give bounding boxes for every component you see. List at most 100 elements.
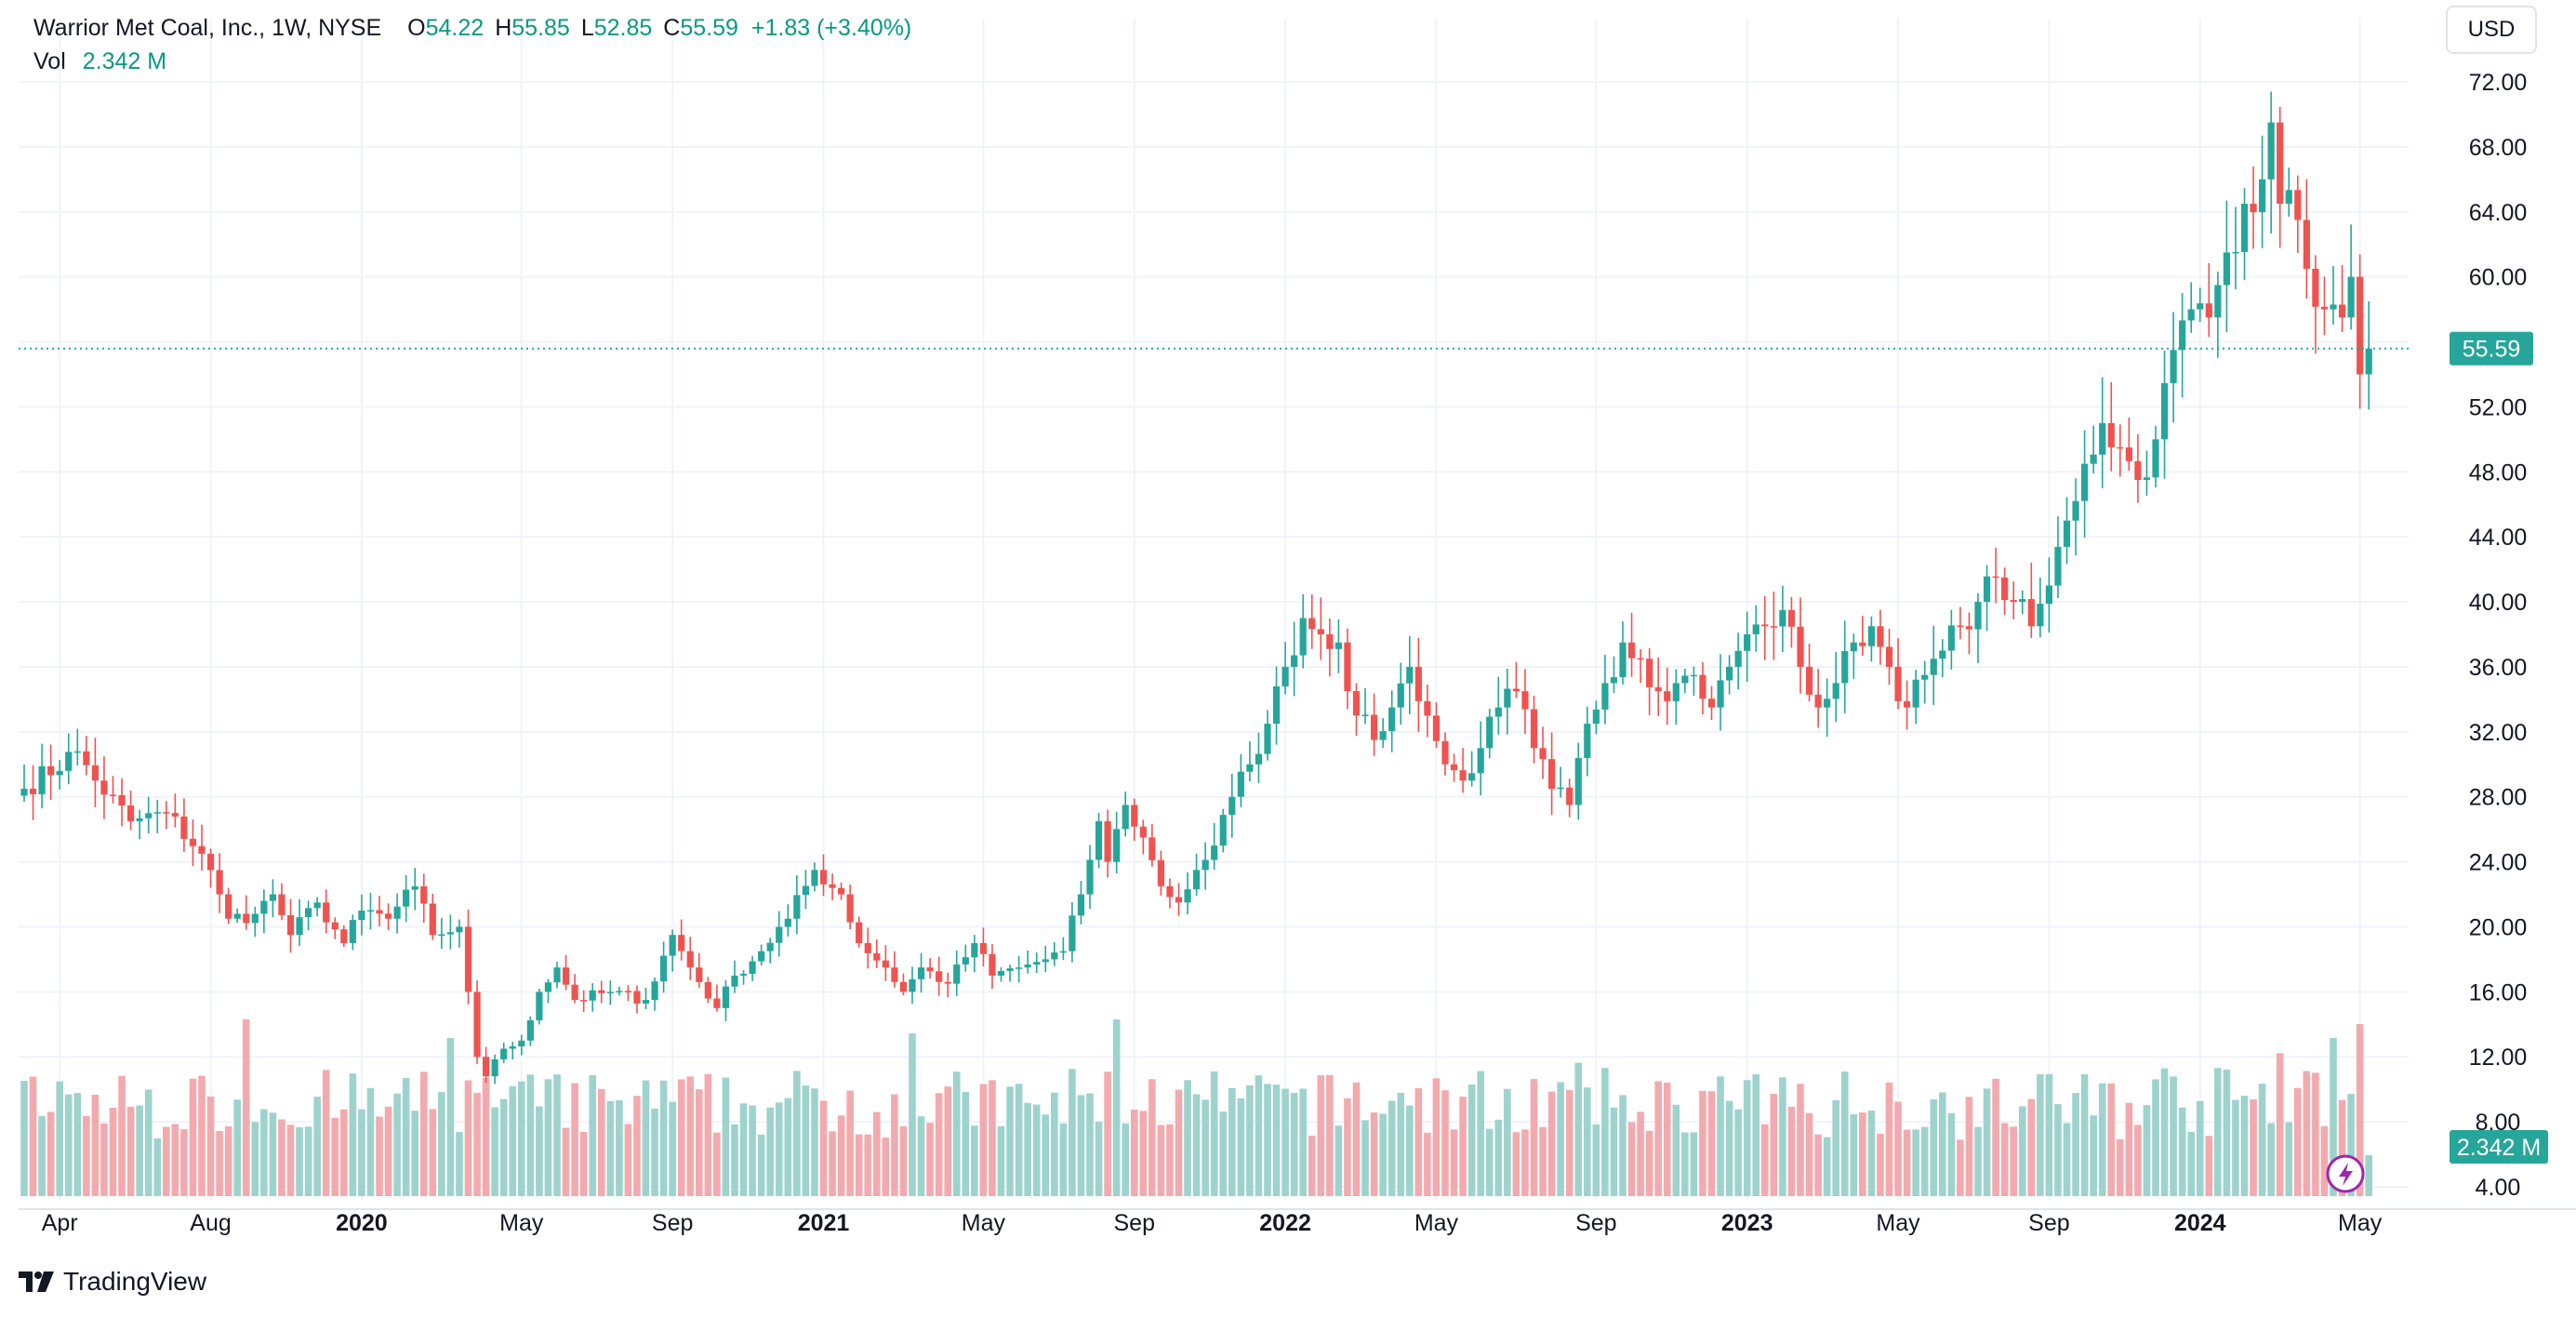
candle-body bbox=[2330, 304, 2337, 310]
candle-body bbox=[2205, 303, 2212, 318]
volume-bar bbox=[1352, 1082, 1361, 1196]
volume-bar bbox=[1485, 1128, 1494, 1196]
volume-bar bbox=[2267, 1123, 2275, 1196]
time-tick-label: Sep bbox=[2028, 1210, 2069, 1236]
volume-label[interactable]: Vol bbox=[33, 48, 66, 74]
volume-bar bbox=[1930, 1098, 1938, 1196]
volume-bar bbox=[1805, 1112, 1813, 1196]
candle-body bbox=[118, 794, 126, 805]
candle-body bbox=[1805, 666, 1813, 695]
volume-bar bbox=[286, 1125, 295, 1196]
candle-body bbox=[962, 957, 969, 965]
volume-bar bbox=[2294, 1087, 2302, 1196]
volume-bar bbox=[1814, 1134, 1822, 1196]
candle-body bbox=[198, 845, 206, 854]
volume-bar bbox=[2196, 1100, 2204, 1196]
volume-bar bbox=[837, 1115, 845, 1196]
candle-body bbox=[1059, 951, 1067, 953]
candle-body bbox=[971, 942, 978, 958]
candle-body bbox=[1255, 753, 1263, 765]
volume-bar bbox=[979, 1084, 988, 1196]
volume-bar bbox=[1584, 1087, 1591, 1196]
volume-bar bbox=[1743, 1080, 1751, 1196]
volume-bar bbox=[597, 1088, 605, 1196]
tradingview-logo[interactable]: TradingView bbox=[19, 1263, 206, 1300]
volume-bar bbox=[411, 1111, 418, 1196]
candle-body bbox=[313, 902, 321, 909]
volume-bar bbox=[1601, 1068, 1609, 1196]
candle-body bbox=[1734, 650, 1742, 667]
volume-bar bbox=[1166, 1124, 1174, 1196]
candle-body bbox=[2294, 190, 2302, 220]
volume-bar bbox=[1246, 1085, 1254, 1196]
volume-bar bbox=[46, 1112, 55, 1196]
candle-body bbox=[1432, 715, 1441, 741]
currency-button[interactable]: USD bbox=[2446, 6, 2537, 54]
candle-body bbox=[1069, 915, 1076, 952]
time-tick-label: 2022 bbox=[1259, 1210, 1311, 1236]
volume-bar bbox=[1867, 1111, 1876, 1196]
volume-bar bbox=[73, 1093, 82, 1196]
volume-bar bbox=[686, 1076, 695, 1196]
candle-body bbox=[891, 967, 898, 982]
candle-body bbox=[1992, 576, 1999, 579]
volume-bar bbox=[109, 1108, 117, 1196]
candle-body bbox=[2347, 276, 2355, 318]
volume-bar bbox=[126, 1106, 135, 1196]
volume-bar bbox=[1840, 1071, 1849, 1196]
volume-bar bbox=[376, 1116, 383, 1196]
volume-bar bbox=[438, 1092, 445, 1196]
candle-body bbox=[1566, 787, 1573, 805]
volume-bar bbox=[713, 1132, 721, 1196]
candle-body bbox=[1787, 609, 1796, 627]
candle-body bbox=[2223, 252, 2230, 286]
price-tick-label: 60.00 bbox=[2469, 265, 2528, 291]
volume-bar bbox=[997, 1125, 1005, 1196]
candle-body bbox=[758, 951, 765, 962]
volume-bar bbox=[1797, 1084, 1804, 1196]
time-tick-label: 2021 bbox=[798, 1210, 850, 1236]
candle-body bbox=[216, 870, 223, 895]
candle-body bbox=[997, 970, 1005, 976]
volume-bar bbox=[491, 1107, 498, 1196]
candle-body bbox=[1521, 691, 1529, 710]
volume-bar bbox=[1388, 1100, 1396, 1196]
volume-bar bbox=[1939, 1092, 1946, 1196]
price-axis[interactable]: 72.0068.0064.0060.0056.0052.0048.0044.00… bbox=[2469, 70, 2528, 1201]
volume-bar bbox=[1690, 1132, 1698, 1196]
volume-bar bbox=[1467, 1084, 1476, 1196]
candle-body bbox=[784, 918, 791, 927]
volume-bar bbox=[2338, 1099, 2346, 1196]
candle-body bbox=[926, 967, 934, 972]
candle-body bbox=[1707, 699, 1716, 708]
volume-bar bbox=[163, 1126, 170, 1196]
volume-bar bbox=[1406, 1105, 1414, 1196]
volume-value: 2.342 M bbox=[82, 48, 167, 74]
volume-bar bbox=[313, 1097, 321, 1196]
volume-bar bbox=[1512, 1132, 1520, 1196]
candle-body bbox=[1664, 691, 1671, 701]
candle-body bbox=[340, 929, 348, 943]
symbol-title[interactable]: Warrior Met Coal, Inc., 1W, NYSE bbox=[33, 15, 382, 41]
volume-bar bbox=[180, 1128, 188, 1196]
price-tick-label: 68.00 bbox=[2469, 135, 2528, 161]
candle-body bbox=[171, 813, 179, 817]
volume-bar bbox=[2312, 1072, 2319, 1196]
volume-bar bbox=[1974, 1126, 1982, 1196]
change-value: +1.83 (+3.40%) bbox=[750, 15, 912, 41]
time-axis[interactable]: Apr Aug 2020 May Sep 2021 May Sep 2022 May Sep 2023… bbox=[42, 1210, 2383, 1236]
candle-body bbox=[180, 816, 188, 839]
time-tick-label: 2020 bbox=[336, 1210, 388, 1236]
time-tick-label: May bbox=[1876, 1210, 1920, 1236]
volume-bar bbox=[2250, 1098, 2257, 1196]
volume-bar bbox=[571, 1083, 578, 1196]
volume-bar bbox=[1379, 1113, 1387, 1196]
volume-bar bbox=[1832, 1099, 1839, 1196]
volume-bar bbox=[1326, 1074, 1334, 1196]
candle-body bbox=[1344, 642, 1351, 692]
candle-body bbox=[2240, 204, 2249, 252]
candle-body bbox=[1699, 674, 1706, 699]
volume-bar bbox=[1175, 1089, 1183, 1196]
